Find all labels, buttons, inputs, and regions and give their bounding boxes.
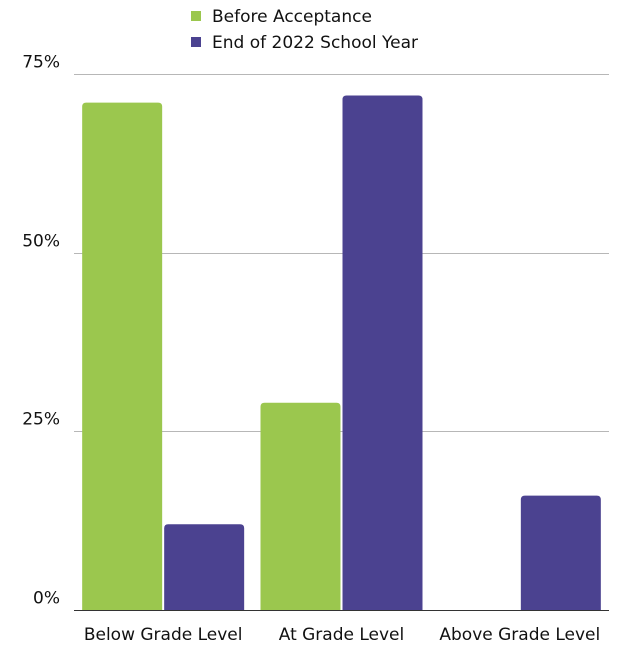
y-tick-label-50: 50% [22, 232, 60, 252]
legend-swatch-before-acceptance [191, 11, 201, 21]
x-axis: Below Grade Level At Grade Level Above Gra… [84, 625, 600, 645]
y-tick-label-25: 25% [22, 410, 60, 430]
chart-legend: Before Acceptance End of 2022 School Yea… [191, 7, 418, 53]
y-tick-label-0: 0% [33, 589, 60, 609]
bar-end-of-2022-school-year-at-grade-level [342, 95, 423, 610]
bar-end-of-2022-school-year-above-grade-level [520, 495, 601, 610]
x-category-label-below-grade-level: Below Grade Level [84, 625, 243, 645]
legend-swatch-end-of-2022-school-year [191, 37, 201, 47]
y-tick-label-75: 75% [22, 53, 60, 73]
legend-label-before-acceptance: Before Acceptance [212, 7, 372, 27]
y-axis: 0% 25% 50% 75% [22, 53, 60, 609]
chart-bars [82, 95, 601, 610]
legend-label-end-of-2022-school-year: End of 2022 School Year [212, 33, 418, 53]
x-category-label-at-grade-level: At Grade Level [279, 625, 405, 645]
bar-before-acceptance-at-grade-level [260, 402, 341, 610]
bar-end-of-2022-school-year-below-grade-level [164, 524, 245, 610]
chart-grid [74, 74, 609, 611]
x-category-label-above-grade-level: Above Grade Level [439, 625, 600, 645]
bar-before-acceptance-below-grade-level [82, 102, 163, 610]
